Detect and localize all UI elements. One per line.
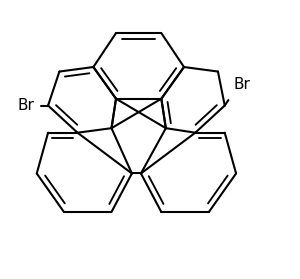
Text: Br: Br (18, 98, 34, 113)
Text: Br: Br (234, 77, 251, 92)
